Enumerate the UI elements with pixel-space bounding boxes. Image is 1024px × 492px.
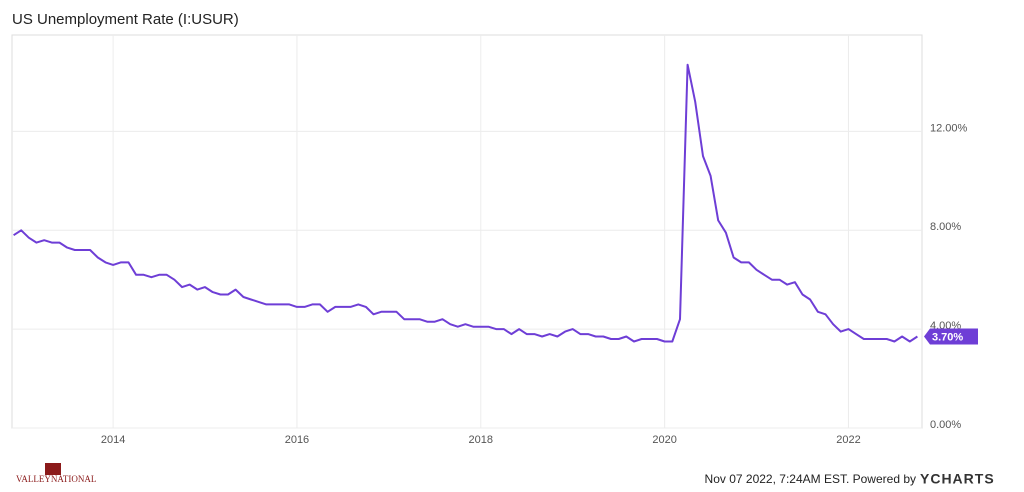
series-line [13,63,918,343]
brand: YCHARTS [920,471,995,487]
y-tick-label: 8.00% [930,221,961,233]
badge [924,328,978,345]
plot-frame [11,34,923,429]
x-tick-label: 2020 [652,434,676,446]
x-tick-label: 2018 [469,434,493,446]
timestamp: Nov 07 2022, 7:24AM EST. Powered by [705,472,916,486]
x-tick-label: 2016 [285,434,309,446]
logo-icon [45,463,61,475]
x-tick-label: 2022 [836,434,860,446]
x-tick-label: 2014 [101,434,125,446]
badge-label: 3.70% [932,331,963,343]
y-tick-label: 12.00% [930,122,968,134]
logo-text: VALLEYNATIONAL [16,474,96,484]
chart-title: US Unemployment Rate (I:USUR) [12,11,239,28]
y-tick-label: 0.00% [930,419,961,431]
